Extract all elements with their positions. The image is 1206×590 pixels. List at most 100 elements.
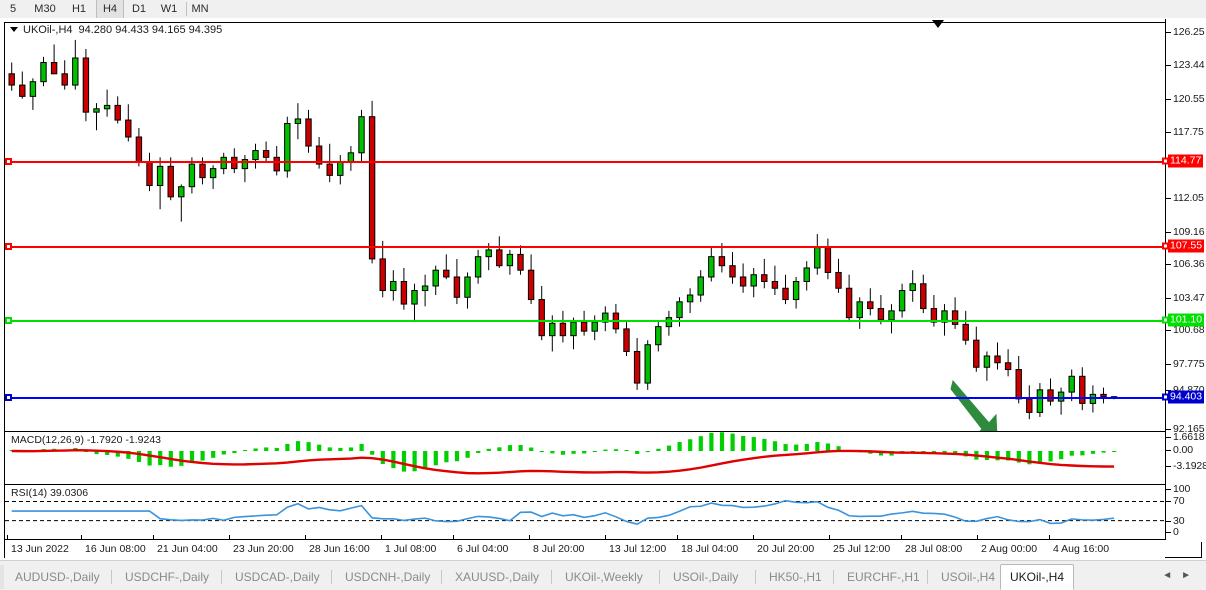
level-handle-support-mid[interactable]: [5, 317, 12, 324]
timeframe-button-5[interactable]: 5: [9, 3, 17, 15]
timeframe-button-h4[interactable]: H4: [96, 0, 124, 18]
price-tick: [1166, 65, 1171, 66]
level-marker-support-lower: [1162, 393, 1169, 401]
price-tick: [1166, 232, 1171, 233]
tab-scroll-right-icon[interactable]: ►: [1181, 570, 1200, 581]
chart-tab-usdcnh--daily[interactable]: USDCNH-,Daily: [345, 570, 431, 584]
price-pane[interactable]: [5, 23, 1165, 435]
level-line-support-mid[interactable]: [5, 320, 1165, 322]
chart-tab-usoil--h4[interactable]: USOil-,H4: [941, 570, 996, 584]
macd-tick-label: 0.00: [1173, 444, 1194, 456]
chart-tab-usoil--daily[interactable]: USOil-,Daily: [673, 570, 739, 584]
time-axis-label: 1 Jul 08:00: [385, 543, 437, 555]
level-marker-support-mid: [1162, 316, 1169, 324]
timeframe-button-w1[interactable]: W1: [160, 3, 178, 15]
level-handle-resistance-upper[interactable]: [5, 158, 12, 165]
tab-scroll-left-icon[interactable]: ◄: [1162, 570, 1182, 581]
time-axis-label: 4 Aug 16:00: [1053, 543, 1110, 555]
price-tick: [1166, 298, 1171, 299]
timeframe-button-h1[interactable]: H1: [71, 3, 87, 15]
macd-tick: [1166, 437, 1171, 438]
price-tick-label: 126.25: [1173, 26, 1205, 38]
chart-tab-usdcad--daily[interactable]: USDCAD-,Daily: [235, 570, 320, 584]
price-tick-label: 103.47: [1173, 292, 1205, 304]
chart-tab-ukoil--weekly[interactable]: UKOil-,Weekly: [565, 570, 643, 584]
time-axis-label: 25 Jul 12:00: [833, 543, 891, 555]
chevron-down-icon[interactable]: [10, 26, 18, 32]
time-axis-label: 16 Jun 08:00: [85, 543, 146, 555]
price-tick: [1166, 32, 1171, 33]
level-line-resistance-upper[interactable]: [5, 161, 1165, 163]
price-tick: [1166, 364, 1171, 365]
time-tick: [753, 535, 754, 540]
timeframe-button-d1[interactable]: D1: [131, 3, 147, 15]
time-tick: [453, 535, 454, 540]
price-tick-label: 117.75: [1173, 126, 1204, 138]
tabbar-left-edge: [0, 565, 4, 589]
chart-tab-hk50--h1[interactable]: HK50-,H1: [769, 570, 822, 584]
time-tick: [901, 535, 902, 540]
tab-scroll-buttons[interactable]: ◄►: [1162, 570, 1200, 581]
chart-area: MACD(12,26,9) -1.7920 -1.9243 RSI(14) 39…: [0, 18, 1206, 560]
chart-tab-ukoil--h4[interactable]: UKOil-,H4: [1000, 564, 1075, 590]
level-line-resistance-lower[interactable]: [5, 246, 1165, 248]
rsi-tick-label: 100: [1173, 483, 1191, 495]
chart-tab-usdchf--daily[interactable]: USDCHF-,Daily: [125, 570, 209, 584]
rsi-tick-label: 30: [1173, 515, 1185, 527]
time-tick: [229, 535, 230, 540]
time-axis-label: 28 Jul 08:00: [905, 543, 963, 555]
rsi-tick: [1166, 521, 1171, 522]
price-axis-line: [1165, 19, 1166, 540]
timeframe-toolbar: 5 M30 H1 H4 D1 W1 MN: [0, 0, 1206, 19]
time-axis-label: 8 Jul 20:00: [533, 543, 585, 555]
macd-tick: [1166, 450, 1171, 451]
level-marker-resistance-upper: [1162, 157, 1169, 165]
price-tick: [1166, 198, 1171, 199]
tab-separator: [551, 570, 552, 584]
rsi-tick: [1166, 532, 1171, 533]
chart-tab-eurchf--h1[interactable]: EURCHF-,H1: [847, 570, 920, 584]
time-tick: [677, 535, 678, 540]
time-axis-label: 21 Jun 04:00: [157, 543, 218, 555]
level-handle-support-lower[interactable]: [5, 394, 12, 401]
rsi-series: [5, 499, 1165, 526]
level-price-tag-resistance-lower: 107.55: [1168, 239, 1205, 253]
time-tick: [977, 535, 978, 540]
rsi-label: RSI(14) 39.0306: [11, 487, 89, 499]
macd-pane[interactable]: MACD(12,26,9) -1.7920 -1.9243: [5, 431, 1165, 493]
tab-separator: [755, 570, 756, 584]
rsi-pane[interactable]: RSI(14) 39.0306: [5, 484, 1165, 538]
symbol-label: UKOil-,H4: [23, 24, 73, 36]
time-axis-label: 23 Jun 20:00: [233, 543, 294, 555]
candlestick-series: [8, 39, 1118, 420]
tab-separator: [331, 570, 332, 584]
time-tick: [605, 535, 606, 540]
toolbar-separator: [186, 2, 187, 16]
chart-tab-bar: ◄► AUDUSD-,Daily USDCHF-,Daily USDCAD-,Dai…: [0, 560, 1206, 590]
macd-tick-label: -3.1928: [1173, 460, 1206, 472]
tab-separator: [833, 570, 834, 584]
chart-tab-xauusd--daily[interactable]: XAUUSD-,Daily: [455, 570, 540, 584]
time-tick: [1049, 535, 1050, 540]
time-tick: [7, 535, 8, 540]
tab-separator: [221, 570, 222, 584]
tab-separator: [441, 570, 442, 584]
chart-top-marker-icon: [932, 20, 944, 28]
price-tick-label: 97.775: [1173, 358, 1205, 370]
chart-tab-audusd--daily[interactable]: AUDUSD-,Daily: [15, 570, 100, 584]
level-handle-resistance-lower[interactable]: [5, 243, 12, 250]
timeframe-button-mn[interactable]: MN: [191, 3, 209, 15]
symbol-header[interactable]: UKOil-,H4 94.280 94.433 94.165 94.395: [10, 24, 222, 36]
price-tick: [1166, 330, 1171, 331]
timeframe-button-m30[interactable]: M30: [34, 3, 56, 15]
price-tick-label: 109.16: [1173, 226, 1205, 238]
price-axis[interactable]: 126.25 123.44 120.55 117.75 112.05 109.16 106.…: [1162, 19, 1206, 542]
time-axis-label: 20 Jul 20:00: [757, 543, 815, 555]
level-line-support-lower[interactable]: [5, 397, 1165, 399]
price-tick: [1166, 264, 1171, 265]
time-axis[interactable]: 13 Jun 2022 16 Jun 08:00 21 Jun 04:00 23 Ju…: [5, 535, 1165, 558]
macd-series: [9, 432, 1117, 475]
rsi-tick: [1166, 501, 1171, 502]
macd-tick: [1166, 466, 1171, 467]
down-arrow-annotation[interactable]: [949, 375, 1009, 435]
